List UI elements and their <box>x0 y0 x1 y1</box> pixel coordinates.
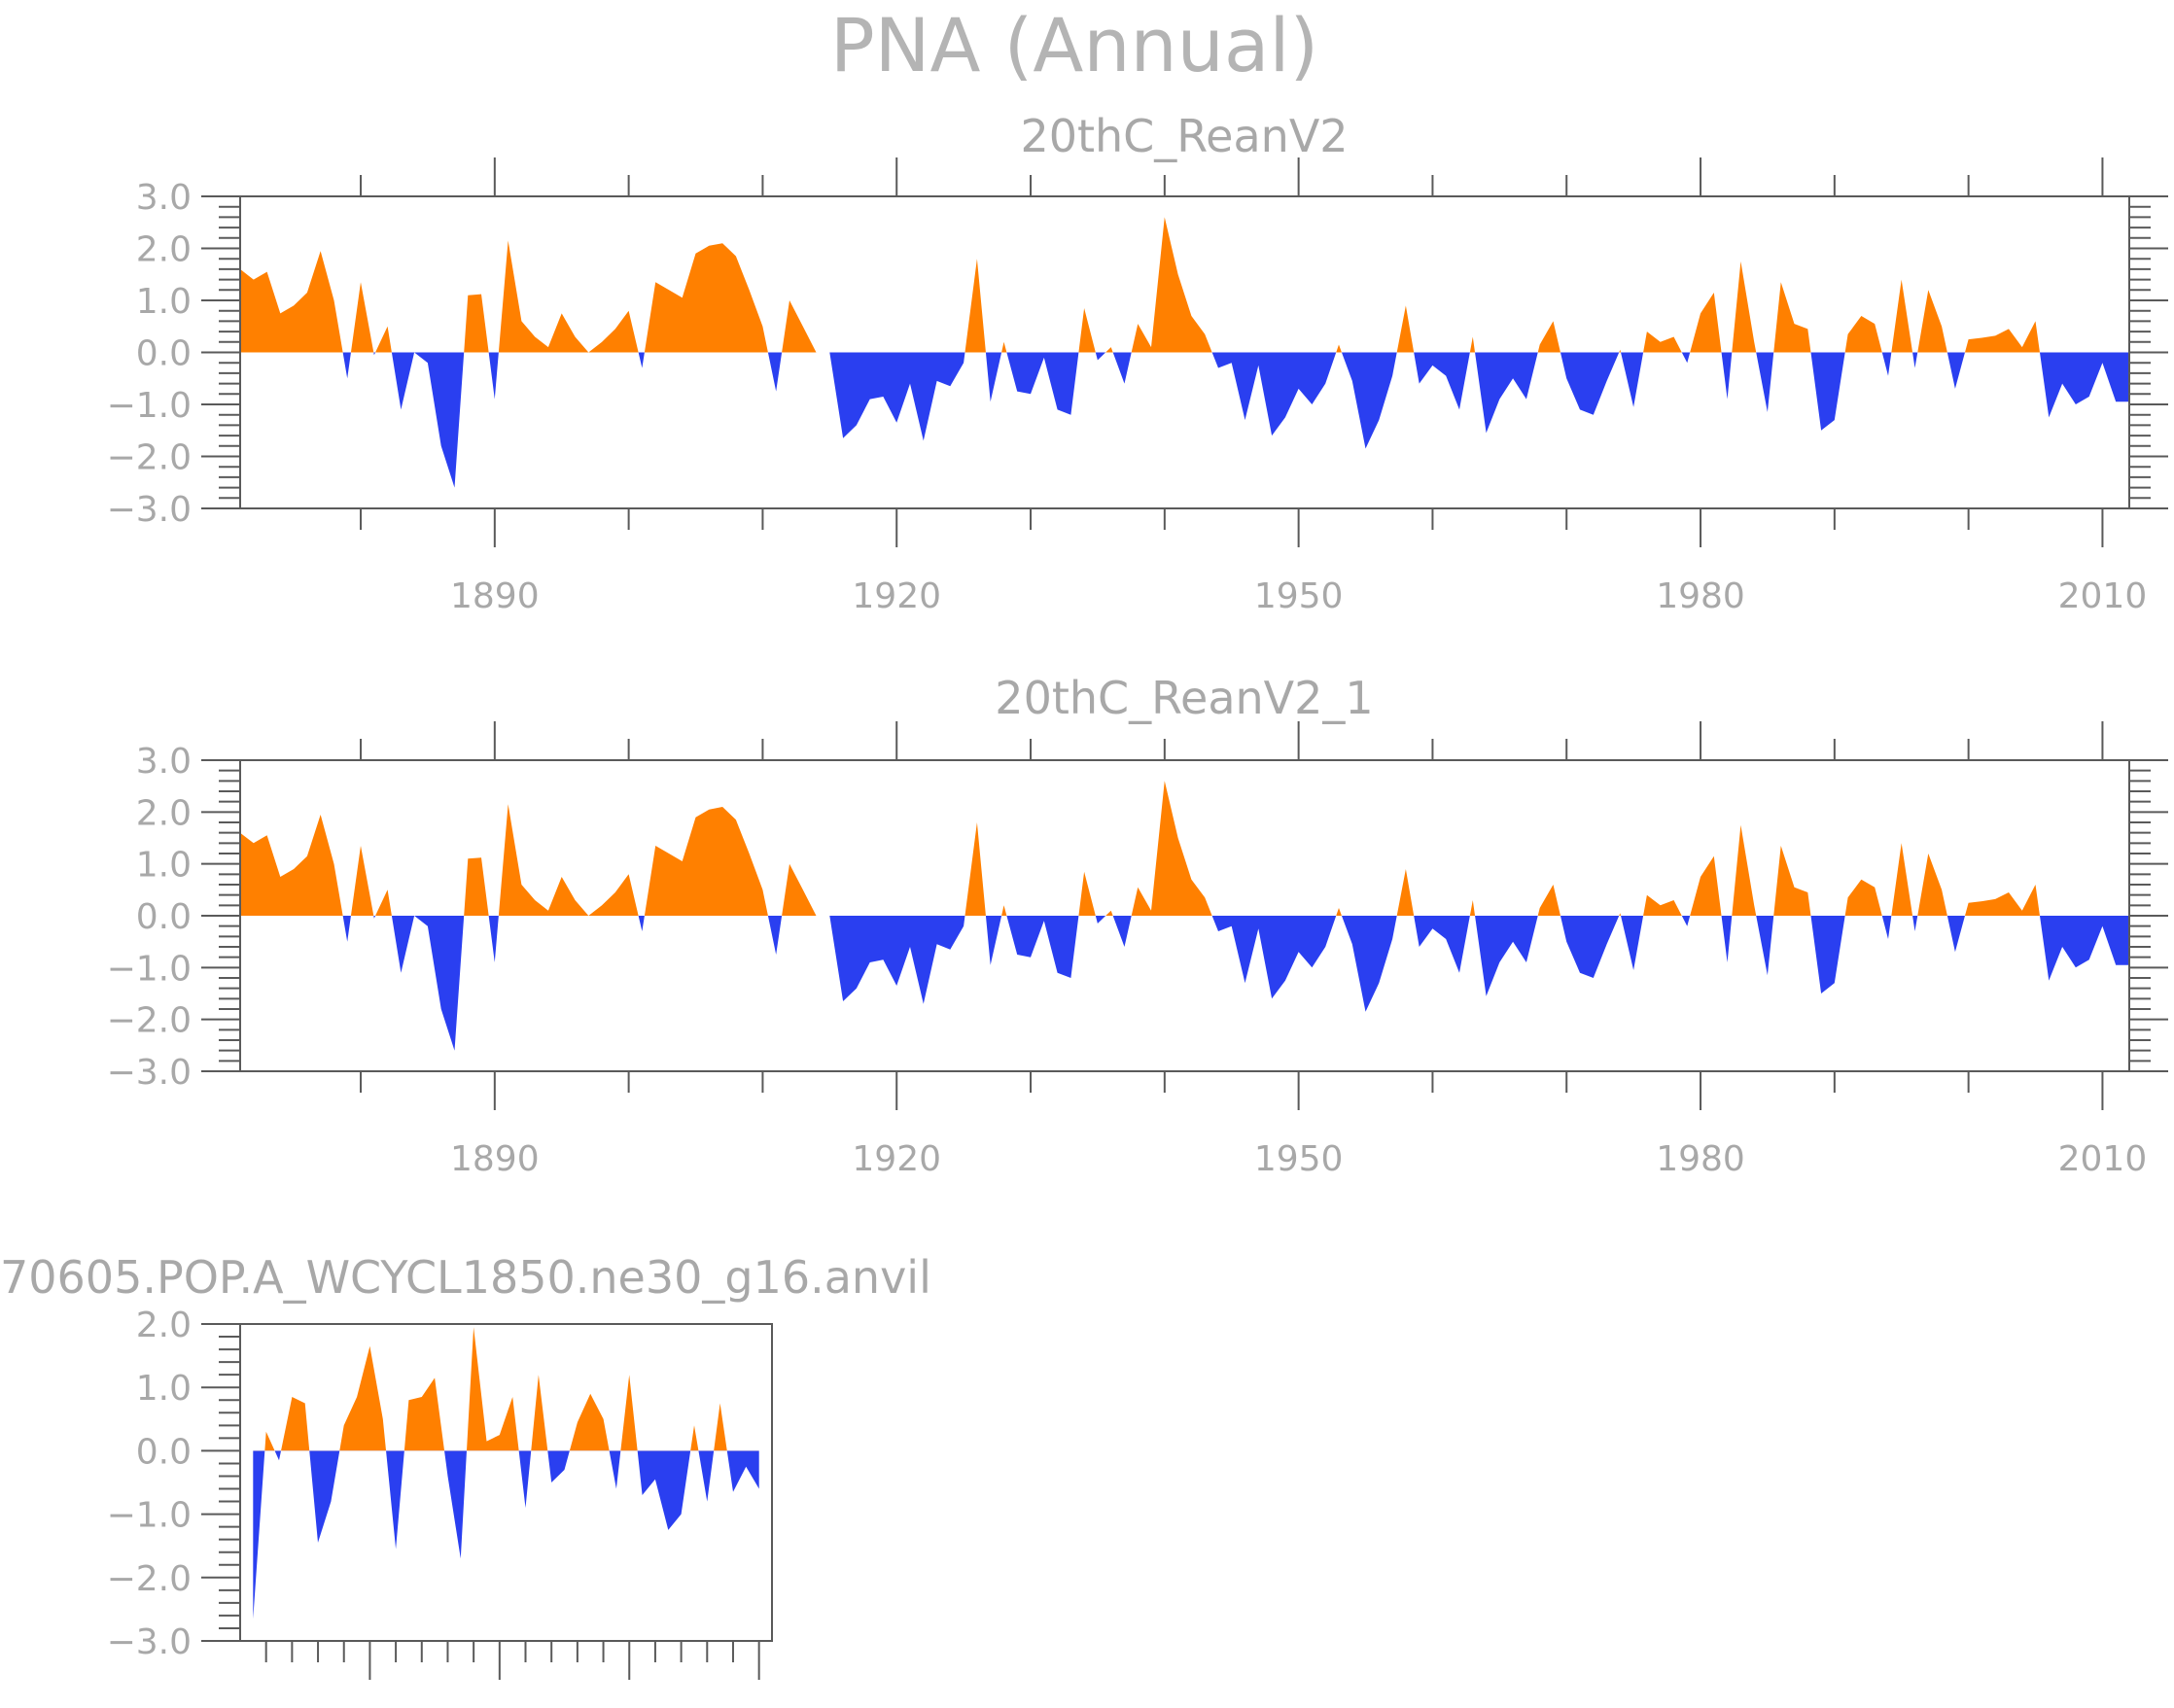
x-tick-label: 1980 <box>1656 576 1745 616</box>
figure-title: PNA (Annual) <box>830 2 1318 88</box>
x-tick-label: 1890 <box>450 1139 540 1179</box>
panel-1-title: 20thC_ReanV2 <box>1020 110 1348 162</box>
panel-3-title: 70605.POP.A_WCYCL1850.ne30_g16.anvil <box>0 1251 931 1304</box>
x-tick-label: 1920 <box>852 1139 941 1179</box>
y-tick-label: 0.0 <box>136 897 192 937</box>
y-tick-label: 0.0 <box>136 1432 192 1472</box>
y-tick-label: −1.0 <box>107 949 192 989</box>
y-tick-label: −2.0 <box>107 438 192 478</box>
data-point-40 <box>758 1488 759 1489</box>
y-tick-label: 2.0 <box>136 1306 192 1345</box>
y-tick-label: 3.0 <box>136 742 192 782</box>
y-tick-label: 2.0 <box>136 230 192 270</box>
y-tick-label: −1.0 <box>107 386 192 426</box>
positive-anomaly-area <box>240 217 2129 353</box>
positive-anomaly-area <box>264 1327 727 1451</box>
panel-20thc-reanv2-1: 20thC_ReanV2_1 3.0 2.0 1.0 0.0 −1.0 −2.0 −3.0 1… <box>107 672 2168 1179</box>
x-tick-label: 2010 <box>2058 576 2148 616</box>
x-tick-label: 1920 <box>852 576 941 616</box>
positive-anomaly-area <box>240 781 2129 916</box>
y-tick-label: −2.0 <box>107 1559 192 1599</box>
y-tick-label: −3.0 <box>107 1622 192 1662</box>
x-tick-label: 1950 <box>1254 576 1344 616</box>
y-tick-label: −3.0 <box>107 490 192 530</box>
y-tick-label: 1.0 <box>136 846 192 886</box>
negative-anomaly-area <box>253 1450 759 1620</box>
panel-20thc-reanv2: 20thC_ReanV2 3.0 2.0 1.0 0.0 −1.0 −2.0 −3.0 189… <box>107 110 2168 616</box>
y-tick-label: −1.0 <box>107 1496 192 1536</box>
y-tick-label: −3.0 <box>107 1053 192 1093</box>
x-tick-label: 2010 <box>2058 1139 2148 1179</box>
negative-anomaly-area <box>240 352 2129 488</box>
panel-model-run: 70605.POP.A_WCYCL1850.ne30_g16.anvil 2.0… <box>0 1251 931 1680</box>
panel-2-title: 20thC_ReanV2_1 <box>995 672 1373 724</box>
y-tick-label: −2.0 <box>107 1001 192 1041</box>
y-tick-label: 3.0 <box>136 178 192 218</box>
x-tick-label: 1950 <box>1254 1139 1344 1179</box>
y-tick-label: 2.0 <box>136 793 192 833</box>
y-tick-label: 1.0 <box>136 282 192 322</box>
x-tick-label: 1890 <box>450 576 540 616</box>
negative-anomaly-area <box>240 916 2129 1051</box>
y-tick-label: 1.0 <box>136 1369 192 1409</box>
y-tick-label: 0.0 <box>136 334 192 374</box>
plot-frame <box>239 1323 773 1642</box>
x-tick-label: 1980 <box>1656 1139 1745 1179</box>
